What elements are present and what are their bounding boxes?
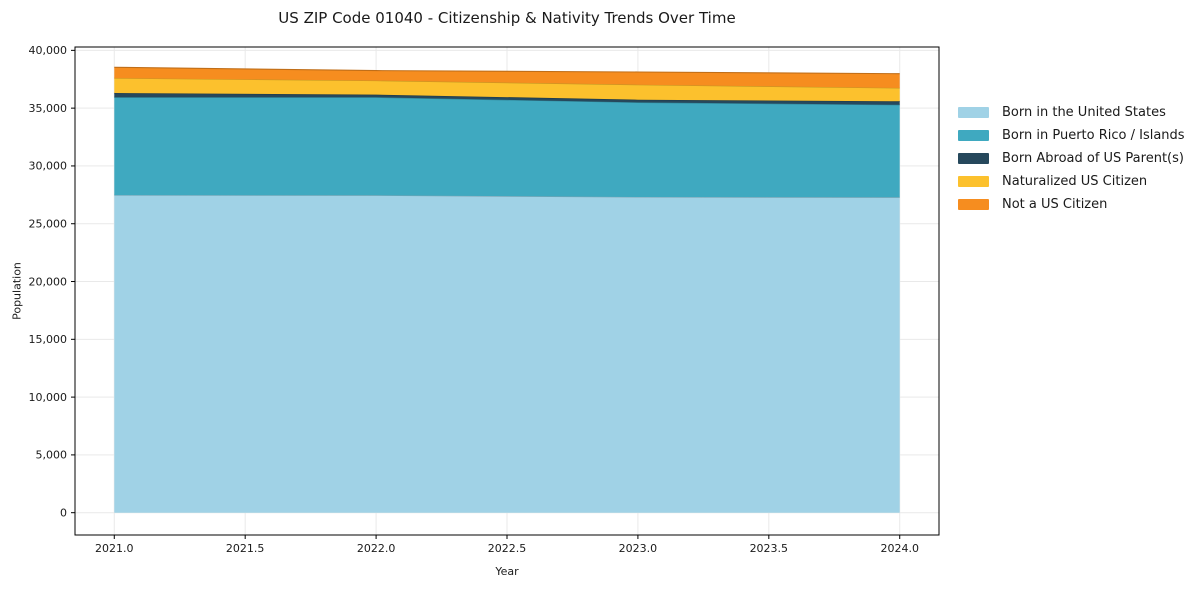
legend-item: Born in the United States [958,101,1185,124]
area-series-2 [114,93,900,105]
y-axis-label: Population [10,262,24,320]
legend-item: Not a US Citizen [958,193,1185,216]
legend: Born in the United States Born in Puerto … [958,101,1185,216]
area-series-1 [114,97,900,198]
legend-label: Born in the United States [1002,105,1166,120]
legend-item: Born Abroad of US Parent(s) [958,147,1185,170]
y-tick-label: 10,000 [29,391,68,404]
x-tick-label: 2021.0 [95,542,134,555]
legend-swatch [958,199,989,210]
legend-swatch [958,153,989,164]
area-series-edge-4 [114,66,900,75]
x-tick-label: 2023.5 [750,542,789,555]
chart-title: US ZIP Code 01040 - Citizenship & Nativi… [278,9,736,27]
y-tick-label: 30,000 [29,160,68,173]
y-tick-label: 25,000 [29,218,68,231]
x-tick-label: 2021.5 [226,542,265,555]
y-tick-label: 40,000 [29,44,68,57]
legend-item: Naturalized US Citizen [958,170,1185,193]
legend-label: Not a US Citizen [1002,197,1108,212]
legend-swatch [958,176,989,187]
legend-swatch [958,107,989,118]
area-series-3 [114,78,900,102]
legend-label: Born in Puerto Rico / Islands [1002,128,1185,143]
x-tick-label: 2022.0 [357,542,396,555]
y-tick-label: 15,000 [29,333,68,346]
x-tick-label: 2023.0 [619,542,658,555]
y-tick-label: 35,000 [29,102,68,115]
legend-label: Naturalized US Citizen [1002,174,1148,189]
area-series-0 [114,195,900,513]
x-tick-label: 2024.0 [880,542,919,555]
legend-item: Born in Puerto Rico / Islands [958,124,1185,147]
x-axis-label: Year [495,565,519,578]
x-tick-label: 2022.5 [488,542,527,555]
legend-label: Born Abroad of US Parent(s) [1002,151,1184,166]
y-tick-label: 5,000 [36,449,68,462]
y-tick-label: 20,000 [29,275,68,288]
legend-swatch [958,130,989,141]
y-tick-label: 0 [60,506,67,519]
